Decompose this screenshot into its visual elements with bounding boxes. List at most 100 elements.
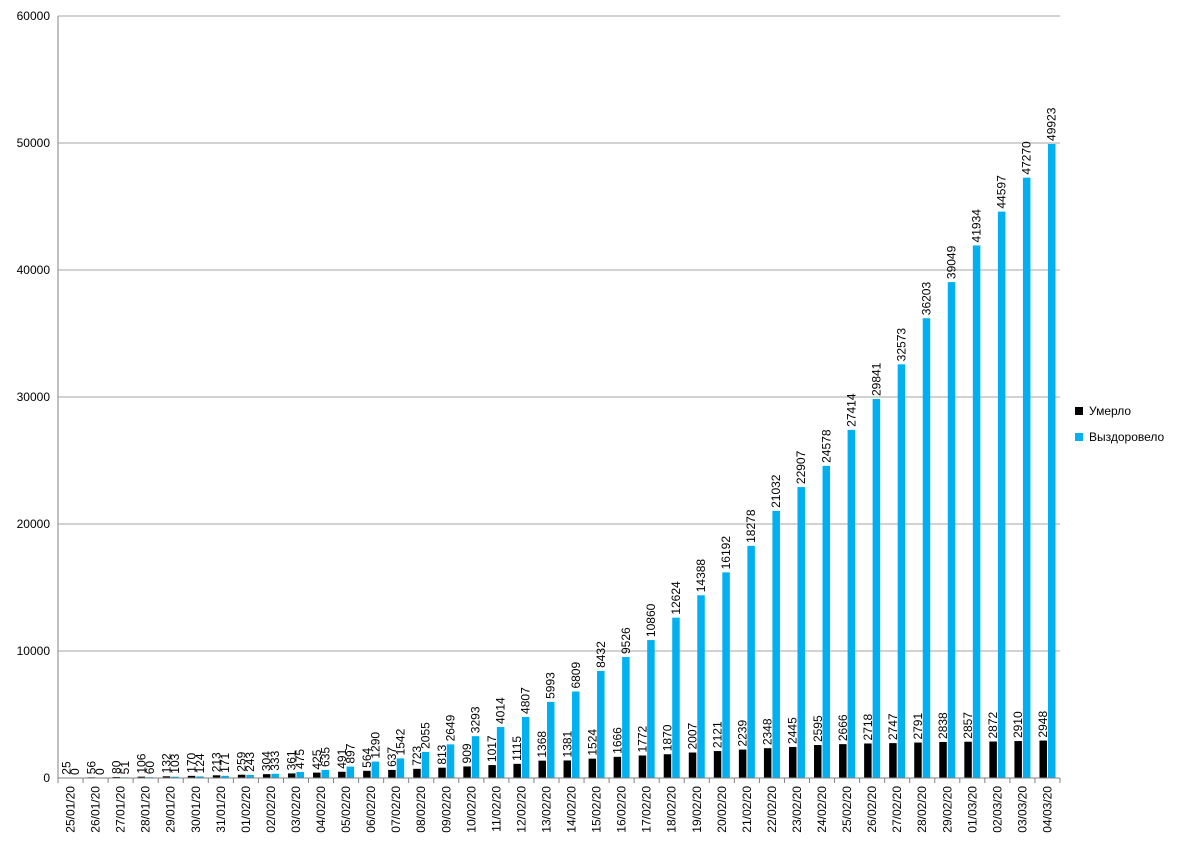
bar-deaths [688,752,697,778]
x-tick-label: 14/02/20 [565,786,579,833]
data-label-recovered: 243 [243,752,257,772]
data-label-deaths: 1666 [610,727,624,754]
data-label-deaths: 304 [260,751,274,771]
bar-recovered [997,211,1006,778]
data-label-deaths: 1772 [635,725,649,752]
data-label-recovered: 635 [318,747,332,767]
bar-deaths [212,775,221,778]
data-label-recovered: 1290 [368,732,382,759]
data-label-deaths: 106 [134,753,148,773]
bar-deaths [237,774,246,778]
legend-label-recovered: Выздоровело [1089,430,1165,444]
legend-item-recovered: Выздоровело [1075,430,1195,444]
data-label-deaths: 56 [84,761,98,775]
bar-recovered [922,318,931,778]
data-label-deaths: 2239 [736,720,750,747]
x-tick-label: 27/02/20 [890,786,904,833]
bar-recovered [822,465,831,778]
data-label-deaths: 723 [410,745,424,765]
x-tick-label: 01/02/20 [239,786,253,833]
x-tick-label: 11/02/20 [489,786,503,832]
data-label-deaths: 1381 [560,730,574,757]
bar-deaths [513,763,521,778]
data-label-recovered: 47270 [1020,141,1034,175]
data-label-recovered: 51 [118,761,132,775]
data-label-deaths: 2348 [761,718,775,745]
bar-deaths [313,772,321,778]
data-label-deaths: 1017 [485,735,499,762]
x-tick-label: 01/03/20 [965,786,979,833]
x-tick-label: 12/02/20 [514,786,528,833]
x-tick-label: 17/02/20 [640,786,654,833]
y-tick-label: 40000 [17,263,51,277]
data-label-deaths: 425 [310,749,324,769]
bar-recovered [897,364,906,778]
bar-recovered [747,545,755,778]
x-tick-label: 26/02/20 [865,786,879,833]
bar-deaths [613,756,622,778]
data-label-deaths: 1524 [585,729,599,756]
bar-recovered [797,487,805,778]
data-label-deaths: 2857 [961,712,975,739]
data-label-deaths: 80 [109,760,123,774]
bar-recovered [421,751,430,778]
data-label-recovered: 5993 [544,672,558,699]
data-label-deaths: 491 [335,748,349,768]
bar-deaths [713,751,722,778]
y-tick-label: 10000 [17,644,51,658]
legend: Умерло Выздоровело [1075,404,1195,456]
bar-recovered [672,617,680,778]
legend-swatch-recovered [1075,433,1083,441]
x-tick-label: 25/01/20 [64,786,78,833]
data-label-recovered: 4014 [494,697,508,724]
data-label-recovered: 12624 [669,581,683,615]
data-label-deaths: 2445 [786,717,800,744]
data-label-recovered: 475 [293,749,307,769]
data-label-deaths: 2910 [1011,711,1025,738]
data-label-deaths: 2121 [711,721,725,748]
data-label-recovered: 6809 [569,662,583,689]
bar-recovered [171,776,179,778]
bar-deaths [914,742,922,778]
bar-recovered [722,572,730,778]
data-label-recovered: 24578 [819,429,833,463]
bar-deaths [162,776,171,778]
y-tick-label: 50000 [17,136,51,150]
bar-deaths [187,775,196,778]
data-label-recovered: 171 [218,752,232,772]
x-tick-label: 08/02/20 [414,786,428,833]
data-label-deaths: 1115 [510,736,524,761]
data-label-deaths: 361 [285,750,299,770]
data-label-deaths: 2838 [936,712,950,739]
y-tick-label: 30000 [17,390,51,404]
data-label-deaths: 909 [460,743,474,763]
x-tick-label: 03/03/20 [1015,786,1029,833]
data-label-recovered: 333 [268,750,282,770]
data-label-deaths: 1368 [535,731,549,758]
x-tick-label: 22/02/20 [765,786,779,833]
bar-recovered [872,399,881,778]
bar-recovered [296,771,304,778]
bar-recovered [847,429,856,778]
y-tick-label: 60000 [17,9,51,23]
data-label-deaths: 2948 [1036,711,1050,738]
data-label-deaths: 2718 [861,713,875,740]
bar-recovered [772,510,780,778]
x-tick-label: 07/02/20 [389,786,403,833]
bar-recovered [196,776,204,778]
data-label-recovered: 1542 [393,728,407,755]
data-label-deaths: 813 [435,744,449,764]
bar-recovered [246,774,254,778]
x-tick-label: 26/01/20 [89,786,103,833]
data-label-recovered: 3293 [469,706,483,733]
x-tick-label: 23/02/20 [790,786,804,833]
data-label-deaths: 2007 [686,722,700,749]
data-label-deaths: 1870 [660,724,674,751]
bar-deaths [1039,740,1047,778]
data-label-recovered: 29841 [869,362,883,396]
bar-recovered [471,736,480,778]
bar-deaths [1014,741,1022,778]
data-label-deaths: 2872 [986,712,1000,739]
data-label-recovered: 0 [68,768,82,775]
data-label-recovered: 4807 [519,687,533,714]
